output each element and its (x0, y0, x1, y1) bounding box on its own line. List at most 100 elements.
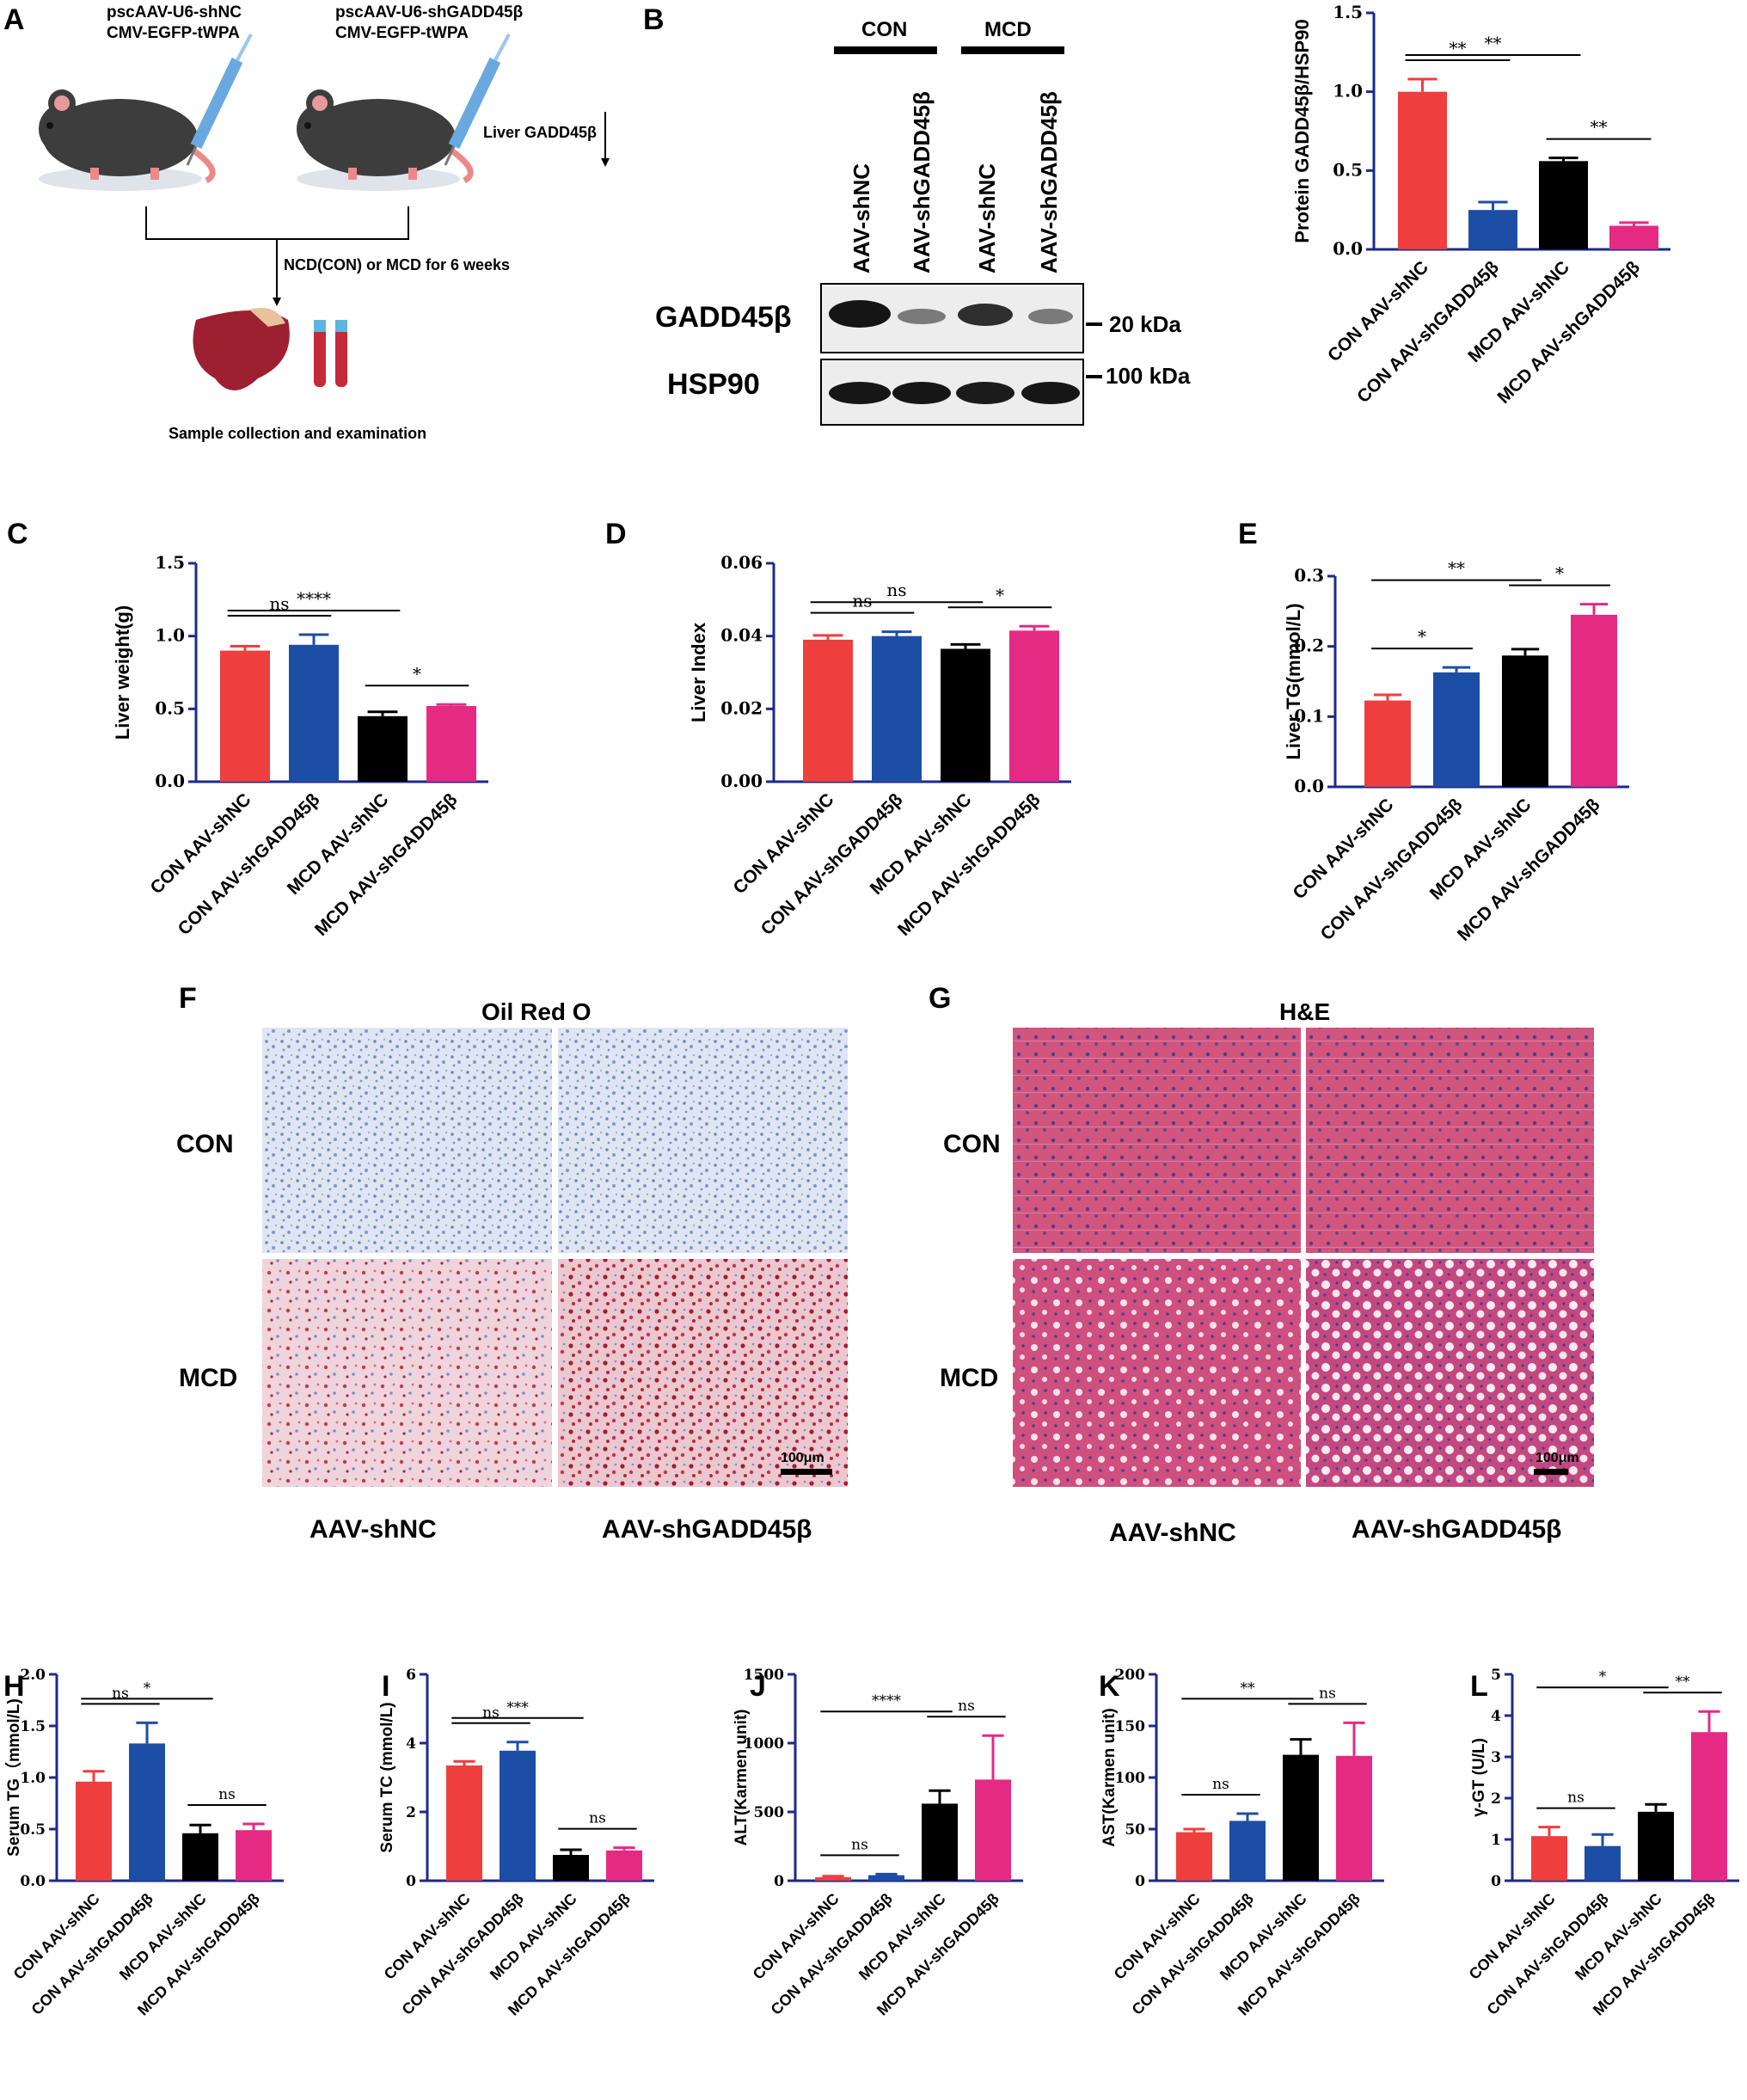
y-tick-label: 0.1 (1294, 705, 1324, 726)
y-axis-label: AST(Karmen unit) (1100, 1708, 1119, 1847)
y-axis-label: γ-GT (U/L) (1470, 1738, 1488, 1817)
bar (922, 1803, 958, 1881)
significance-label: ns (852, 591, 872, 611)
y-tick-label: 0.0 (1294, 776, 1324, 796)
y-tick-label: 1.5 (20, 1718, 46, 1735)
bar (426, 705, 476, 782)
bar (1364, 700, 1411, 787)
panel-f-histology: F Oil Red O CON MCD 100μm AAV-shNC AAV-s… (176, 982, 848, 1544)
x-tick-label: CON AAV-shGADD45β (757, 789, 907, 939)
bar (1571, 614, 1617, 787)
y-tick-label: 0.04 (720, 625, 763, 646)
y-tick-label: 0.2 (1294, 636, 1324, 656)
significance-label: ns (1567, 1790, 1585, 1807)
bar (289, 644, 339, 782)
syringe-right-icon (444, 34, 511, 166)
scale-label-f: 100μm (781, 1451, 824, 1465)
y-axis-label: Serum TG（mmol/L) (3, 1698, 23, 1857)
y-tick-label: 1.0 (155, 625, 185, 646)
y-tick-label: 0.06 (720, 552, 763, 573)
y-tick-label: 0.02 (720, 697, 763, 718)
bar (975, 1779, 1011, 1881)
chart-b: 0.0 0.5 1.0 1.5 Protein GADD45β/HSP90 CON AAV… (1291, 2, 1670, 408)
y-tick-label: 4 (1491, 1708, 1501, 1725)
panel-letter: I (382, 1670, 389, 1703)
panel-letter-a: A (3, 3, 25, 36)
diet-note: NCD(CON) or MCD for 6 weeks (284, 256, 510, 273)
y-tick-label: 2.0 (20, 1667, 46, 1684)
mouse-left-icon (39, 89, 216, 191)
row-label-con-g: CON (943, 1130, 1001, 1158)
oil-red-mcd-shnc-image (262, 1259, 552, 1487)
y-tick-label: 0 (1491, 1873, 1501, 1890)
down-arrow-icon (601, 112, 610, 167)
panel-letter-g: G (929, 982, 951, 1015)
y-tick-label: 50 (1125, 1821, 1145, 1839)
y-tick-label: 4 (406, 1735, 416, 1753)
col-label-shnc: AAV-shNC (310, 1515, 437, 1544)
significance-label: ** (1450, 38, 1467, 58)
vector-label-right-1: pscAAV-U6-shGADD45β (335, 3, 523, 21)
blot-marker-100kda: 100 kDa (1106, 363, 1191, 389)
blot-group-mcd: MCD (984, 18, 1032, 41)
significance-label: ns (886, 580, 906, 600)
lane-label-3: AAV-shNC (974, 163, 1000, 273)
significance-label: ns (851, 1836, 868, 1853)
syringe-left-icon (186, 34, 253, 166)
panel-letter-b: B (643, 3, 665, 36)
y-axis-label: Serum TC (mmol/L) (378, 1702, 396, 1852)
he-con-shgadd-image (1306, 1028, 1594, 1253)
y-tick-label: 0 (774, 1873, 784, 1890)
significance-label: * (996, 585, 1004, 605)
y-axis-label: Liver Index (688, 622, 709, 722)
y-tick-label: 2 (406, 1804, 416, 1821)
bar (1585, 1845, 1621, 1881)
x-tick-label: MCD AAV-shGADD45β (894, 789, 1045, 940)
bar (1283, 1754, 1319, 1881)
he-title: H&E (1279, 998, 1330, 1025)
significance-label: * (144, 1679, 151, 1697)
significance-label: ns (218, 1786, 236, 1803)
oil-red-mcd-shgadd-image (558, 1259, 848, 1487)
y-tick-label: 2 (1491, 1790, 1501, 1808)
blot-protein-gadd45b: GADD45β (655, 301, 792, 334)
significance-label: ns (269, 593, 289, 614)
bar (1336, 1755, 1372, 1881)
panel-letter-f: F (179, 982, 197, 1015)
y-tick-label: 500 (754, 1804, 785, 1821)
bar (1398, 91, 1447, 250)
bar (500, 1750, 536, 1881)
x-tick-label: CON AAV-shGADD45β (1353, 257, 1503, 407)
bar (1468, 210, 1517, 249)
vector-label-left-1: pscAAV-U6-shNC (107, 3, 242, 21)
he-mcd-shgadd-image (1306, 1259, 1594, 1487)
row-label-mcd: MCD (179, 1364, 237, 1392)
significance-label: ** (1485, 33, 1502, 53)
significance-label: ns (1212, 1776, 1229, 1793)
bar (129, 1743, 165, 1881)
y-axis-label: Protein GADD45β/HSP90 (1291, 19, 1313, 243)
y-axis-label: ALT(Karmen unit) (733, 1709, 751, 1845)
x-tick-label: CON AAV-shGADD45β (1317, 795, 1467, 944)
he-mcd-shnc-image (1013, 1259, 1301, 1487)
oil-red-con-shgadd-image (558, 1028, 848, 1253)
row-label-mcd-g: MCD (940, 1364, 998, 1392)
panel-letter: D (605, 518, 627, 550)
significance-label: * (1555, 563, 1564, 584)
significance-label: **** (297, 588, 331, 609)
significance-label: * (1418, 626, 1426, 647)
x-tick-label: MCD AAV-shGADD45β (1454, 795, 1604, 945)
col-label-shnc-g: AAV-shNC (1109, 1519, 1236, 1547)
bar (1691, 1732, 1727, 1881)
significance-label: * (1599, 1668, 1607, 1686)
significance-label: ns (112, 1685, 129, 1702)
he-con-shnc-image (1013, 1028, 1301, 1253)
col-label-shgadd-g: AAV-shGADD45β (1352, 1515, 1561, 1544)
bar (1009, 630, 1059, 782)
x-tick-label: MCD AAV-shGADD45β (1493, 257, 1644, 408)
sample-note: Sample collection and examination (169, 425, 426, 442)
y-tick-label: 0.5 (20, 1821, 46, 1839)
